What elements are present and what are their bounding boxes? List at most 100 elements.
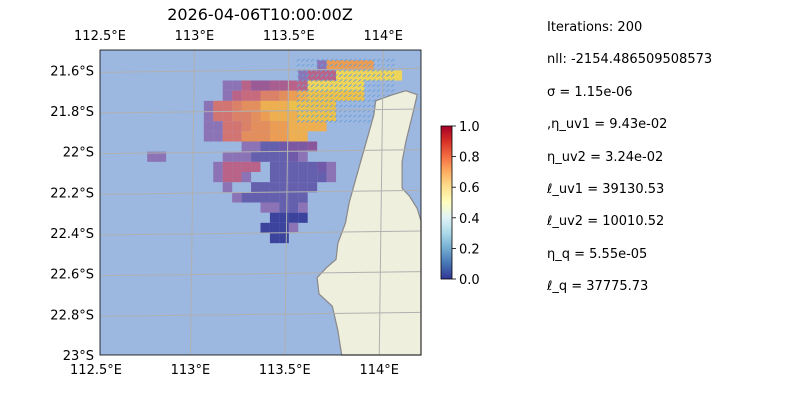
quiver-arrow — [367, 114, 371, 118]
heatmap-cell — [260, 111, 270, 122]
quiver-arrow — [343, 58, 348, 62]
heatmap-cell — [222, 161, 233, 172]
quiver-arrow — [320, 73, 324, 77]
quiver-arrow — [301, 84, 305, 88]
heatmap-cell — [298, 202, 308, 213]
x-tick-label-bottom: 114°E — [359, 363, 399, 378]
heatmap-cell — [260, 202, 270, 213]
quiver-arrow — [372, 78, 376, 83]
y-tick-label: 22°S — [63, 146, 94, 161]
heatmap-cell — [279, 121, 289, 132]
heatmap-cell — [260, 222, 270, 233]
heatmap-cell — [288, 212, 299, 223]
heatmap-cell — [279, 161, 289, 172]
quiver-arrow — [296, 58, 301, 62]
quiver-arrow — [305, 114, 310, 118]
quiver-arrow — [362, 84, 367, 88]
quiver-arrow — [301, 73, 305, 77]
quiver-arrow — [296, 73, 301, 77]
quiver-arrow — [324, 94, 329, 98]
heatmap-cell — [241, 100, 252, 111]
fit-statistics-panel: Iterations: 200 nll: -2154.486509508573 … — [547, 20, 787, 312]
quiver-arrow — [315, 78, 319, 83]
quiver-arrow — [386, 58, 390, 62]
heatmap-cell — [260, 182, 270, 193]
quiver-arrow — [310, 89, 315, 93]
quiver-arrow — [357, 119, 362, 123]
quiver-arrow — [320, 63, 324, 67]
quiver-arrow — [305, 84, 310, 88]
quiver-arrow — [376, 94, 381, 98]
quiver-arrow — [315, 58, 319, 62]
heatmap-cell — [241, 161, 252, 172]
quiver-arrow — [315, 99, 319, 103]
quiver-arrow — [315, 63, 319, 67]
quiver-arrow — [305, 119, 310, 123]
quiver-arrow — [353, 94, 357, 98]
quiver-arrow — [357, 58, 362, 62]
quiver-arrow — [390, 84, 395, 88]
quiver-arrow — [362, 63, 367, 67]
heatmap-cell — [279, 141, 289, 152]
stat-l-uv2: ℓ_uv2 = 10010.52 — [547, 214, 665, 230]
heatmap-cell — [232, 131, 242, 142]
quiver-arrow — [324, 78, 329, 83]
quiver-arrow — [315, 89, 319, 93]
heatmap-cell — [203, 111, 214, 122]
quiver-arrow — [372, 58, 376, 62]
quiver-arrow — [320, 58, 324, 62]
heatmap-cell — [269, 151, 280, 162]
quiver-arrow — [343, 99, 348, 103]
heatmap-cell — [203, 121, 214, 132]
heatmap-cell — [241, 90, 252, 101]
quiver-arrow — [353, 73, 357, 77]
stat-sigma: σ = 1.15e-06 — [547, 84, 633, 100]
quiver-arrow — [296, 89, 301, 93]
quiver-arrow — [348, 73, 352, 77]
heatmap-cell — [298, 172, 308, 183]
stat-eta-uv1: ,η_uv1 = 9.43e-02 — [547, 117, 668, 133]
y-tick-label: 22.4°S — [50, 227, 94, 242]
quiver-arrow — [324, 104, 329, 108]
quiver-arrow — [362, 78, 367, 83]
quiver-arrow — [338, 73, 343, 77]
quiver-arrow — [320, 119, 324, 123]
heatmap-cell — [288, 222, 299, 233]
heatmap-cell — [288, 80, 299, 91]
quiver-arrow — [367, 104, 371, 108]
stat-nll: nll: -2154.486509508573 — [547, 52, 713, 68]
heatmap-cell — [279, 202, 289, 213]
quiver-arrow — [310, 114, 315, 118]
quiver-arrow — [301, 114, 305, 118]
heatmap-cell — [279, 233, 289, 244]
heatmap-cell — [251, 161, 261, 172]
heatmap-cell — [260, 90, 270, 101]
quiver-arrow — [301, 104, 305, 108]
quiver-arrow — [362, 114, 367, 118]
quiver-arrow — [362, 89, 367, 93]
heatmap-cell — [260, 80, 270, 91]
heatmap-cell — [279, 111, 289, 122]
heatmap-cell — [147, 151, 157, 162]
quiver-arrow — [320, 104, 324, 108]
y-ticks: 21.6°S 21.8°S 22°S 22.2°S 22.4°S 22.6°S 22.8°S… — [50, 64, 94, 364]
quiver-arrow — [372, 84, 376, 88]
quiver-arrow — [362, 68, 367, 72]
quiver-arrow — [372, 68, 376, 72]
colorbar-tick-label: 0.4 — [459, 212, 480, 227]
heatmap-cell — [279, 192, 289, 203]
map-frame — [99, 49, 422, 356]
quiver-arrow — [329, 78, 334, 83]
y-tick-label: 21.6°S — [50, 64, 94, 79]
heatmap-cell — [288, 172, 299, 183]
quiver-arrow — [343, 84, 348, 88]
quiver-arrow — [367, 63, 371, 67]
heatmap-cell — [307, 121, 318, 132]
quiver-arrow — [334, 94, 338, 98]
heatmap-cell — [241, 172, 252, 183]
quiver-arrow — [334, 99, 338, 103]
heatmap-cell — [251, 182, 261, 193]
quiver-arrow — [367, 78, 371, 83]
quiver-arrow — [357, 78, 362, 83]
heatmap-cell — [251, 192, 261, 203]
